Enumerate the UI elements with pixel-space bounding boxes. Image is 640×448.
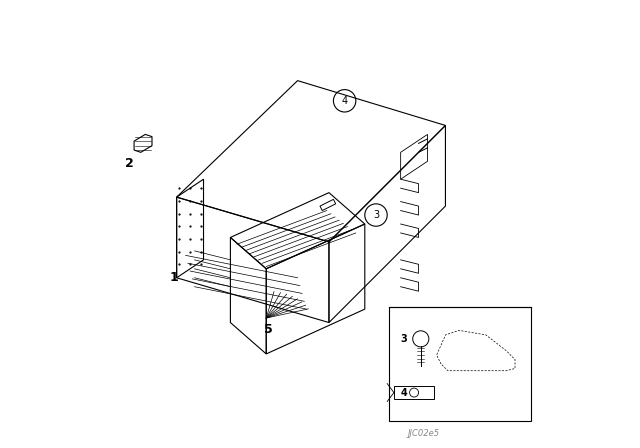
- Text: 2: 2: [125, 157, 134, 170]
- Text: 4: 4: [401, 388, 408, 397]
- Text: 3: 3: [401, 334, 408, 344]
- Bar: [389, 307, 531, 421]
- Text: 4: 4: [342, 96, 348, 106]
- Text: 5: 5: [264, 323, 273, 336]
- Text: 3: 3: [373, 210, 379, 220]
- Text: JJC02e5: JJC02e5: [407, 429, 439, 438]
- Text: 1: 1: [170, 271, 179, 284]
